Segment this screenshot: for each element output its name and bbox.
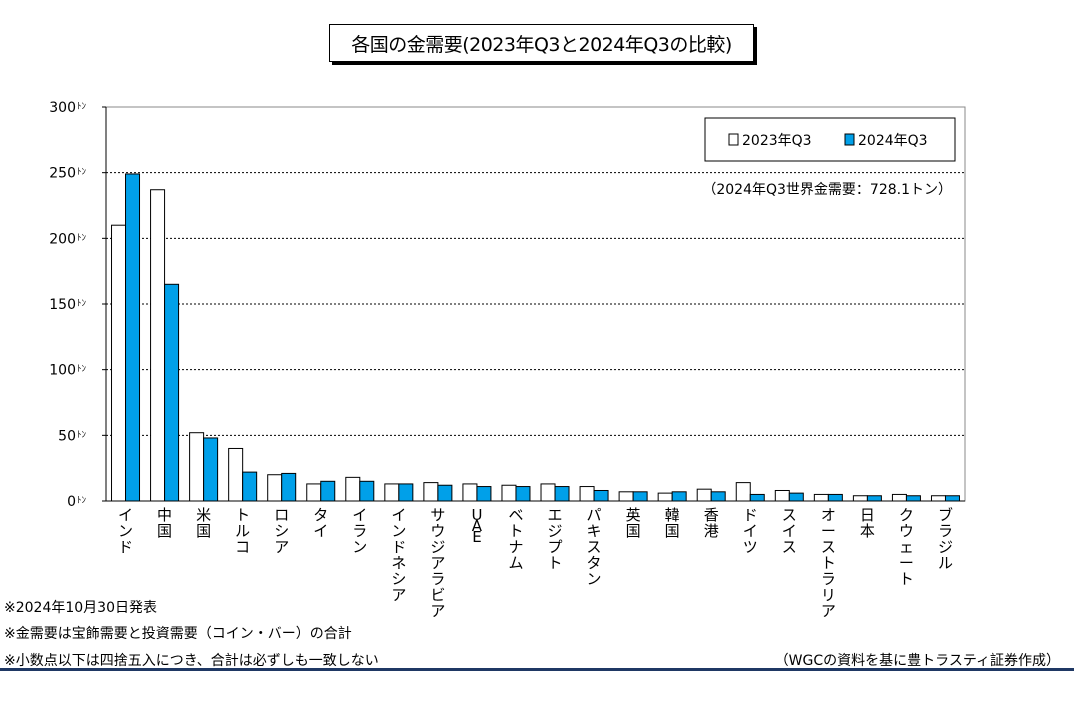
bar-2023-8	[423, 482, 439, 502]
source-note: （WGCの資料を基に豊トラスティ証券作成）	[774, 653, 1060, 669]
bar-2023-18	[813, 493, 829, 502]
bar-2023-14	[657, 492, 673, 502]
legend-swatch-2024	[844, 133, 855, 146]
x-tick-label: ロシア	[274, 506, 289, 556]
x-tick-label: オーストラリア	[821, 506, 836, 620]
note-rounding: ※小数点以下は四捨五入につき、合計は必ずしも一致しない	[4, 653, 379, 669]
y-tick-label: 150	[49, 297, 76, 313]
bar-2024-7	[398, 483, 414, 502]
bar-2023-1	[150, 189, 166, 502]
y-tick-label: 50	[58, 428, 76, 444]
chart-title-text: 各国の金需要(2023年Q3と2024年Q3の比較)	[351, 33, 732, 56]
x-tick-label: インドネシア	[391, 506, 406, 604]
legend-box	[704, 117, 956, 162]
chart-title: 各国の金需要(2023年Q3と2024年Q3の比較)	[329, 24, 754, 62]
bar-2023-2	[189, 432, 205, 502]
y-tick-unit: ﾄﾝ	[77, 496, 87, 506]
x-tick-label: イラン	[352, 506, 367, 556]
legend-label-2023: 2023年Q3	[742, 133, 812, 149]
x-tick-label: エジプト	[548, 506, 563, 572]
bar-2024-6	[359, 480, 375, 502]
x-tick-label: サウジアラビア	[430, 506, 445, 620]
x-tick-label: 香港	[704, 506, 719, 540]
bar-2024-9	[476, 486, 492, 502]
note-release-date: ※2024年10月30日発表	[4, 600, 157, 616]
bar-2024-11	[554, 486, 570, 502]
bar-2024-5	[320, 480, 336, 502]
bar-2024-16	[749, 493, 765, 502]
bar-2023-11	[540, 483, 556, 502]
y-tick-label: 300	[49, 100, 76, 116]
bar-2023-0	[111, 224, 127, 502]
bar-2024-2	[203, 437, 219, 502]
bar-2024-15	[710, 491, 726, 502]
bar-2023-20	[891, 493, 907, 502]
world-demand-annotation: （2024年Q3世界金需要：728.1トン）	[702, 182, 952, 198]
bar-2024-12	[593, 489, 609, 502]
bar-2024-4	[281, 472, 297, 502]
x-tick-label: 米国	[196, 506, 211, 540]
legend: 2023年Q3 2024年Q3	[704, 117, 956, 162]
x-tick-label: トルコ	[235, 506, 250, 556]
bar-2024-18	[827, 493, 843, 502]
bar-2023-4	[267, 474, 283, 502]
bottom-rule	[0, 668, 1074, 671]
x-tick-label: 日本	[860, 506, 875, 540]
y-tick-unit: ﾄﾝ	[77, 365, 87, 375]
y-tick-label: 200	[49, 231, 76, 247]
bar-2024-10	[515, 486, 531, 502]
y-tick-label: 100	[49, 363, 76, 379]
bar-2023-16	[735, 482, 751, 502]
x-tick-label: クウェート	[899, 506, 914, 588]
bar-2023-7	[384, 483, 400, 502]
x-tick-label: ベトナム	[508, 506, 523, 572]
bar-2023-3	[228, 447, 244, 502]
bar-2023-9	[462, 483, 478, 502]
bar-2024-0	[125, 173, 141, 502]
bar-2023-13	[618, 491, 634, 502]
bar-2024-20	[905, 495, 921, 502]
y-tick-unit: ﾄﾝ	[77, 299, 87, 309]
y-tick-unit: ﾄﾝ	[77, 102, 87, 112]
x-tick-label: 韓国	[665, 506, 680, 540]
x-tick-label: 英国	[626, 506, 641, 540]
bar-2023-17	[774, 489, 790, 502]
x-tick-label: インド	[118, 506, 133, 556]
x-tick-label: ブラジル	[938, 506, 953, 572]
x-tick-label: パキスタン	[587, 506, 602, 588]
bar-2023-15	[696, 488, 712, 502]
y-tick-label: 250	[49, 166, 76, 182]
legend-label-2024: 2024年Q3	[858, 133, 928, 149]
bar-2024-21	[944, 495, 960, 502]
y-tick-unit: ﾄﾝ	[77, 430, 87, 440]
y-tick-unit: ﾄﾝ	[77, 168, 87, 178]
bars	[111, 173, 960, 502]
bar-2024-8	[437, 484, 453, 502]
bar-2023-6	[345, 476, 361, 502]
x-tick-label: 中国	[157, 506, 172, 540]
bar-2023-12	[579, 486, 595, 502]
bar-2024-1	[164, 283, 180, 502]
x-tick-label: タイ	[313, 506, 328, 540]
note-definition: ※金需要は宝飾需要と投資需要（コイン・バー）の合計	[4, 626, 352, 642]
x-tick-label: スイス	[782, 506, 797, 556]
x-tick-label: ドイツ	[743, 506, 758, 556]
bar-2024-14	[671, 491, 687, 502]
bar-2024-3	[242, 471, 258, 502]
bar-2023-21	[930, 495, 946, 502]
bar-2023-5	[306, 483, 322, 502]
bar-2023-10	[501, 484, 517, 502]
y-tick-label: 0	[67, 494, 76, 510]
bar-2024-17	[788, 492, 804, 502]
bar-2024-19	[866, 495, 882, 502]
y-tick-unit: ﾄﾝ	[77, 233, 87, 243]
bar-2023-19	[852, 495, 868, 502]
legend-swatch-2023	[728, 133, 739, 146]
grid-lines	[106, 172, 965, 436]
bar-2024-13	[632, 491, 648, 502]
